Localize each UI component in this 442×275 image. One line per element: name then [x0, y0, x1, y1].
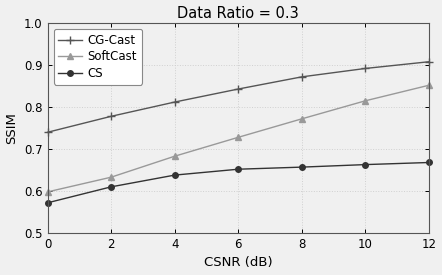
Line: CS: CS: [45, 160, 432, 206]
SoftCast: [108, 175, 114, 179]
X-axis label: CSNR (dB): CSNR (dB): [204, 257, 273, 269]
CG-Cast: [172, 100, 177, 104]
CG-Cast: [363, 67, 368, 70]
Line: SoftCast: SoftCast: [45, 82, 432, 195]
SoftCast: [426, 84, 431, 87]
CG-Cast: [299, 75, 305, 78]
CS: [172, 174, 177, 177]
Title: Data Ratio = 0.3: Data Ratio = 0.3: [177, 6, 299, 21]
CG-Cast: [236, 87, 241, 91]
SoftCast: [236, 136, 241, 139]
Y-axis label: SSIM: SSIM: [6, 112, 19, 144]
CS: [236, 167, 241, 171]
CS: [363, 163, 368, 166]
CS: [108, 185, 114, 188]
CS: [45, 201, 50, 204]
CS: [299, 166, 305, 169]
Line: CG-Cast: CG-Cast: [43, 57, 433, 136]
CG-Cast: [108, 115, 114, 118]
CG-Cast: [45, 131, 50, 134]
SoftCast: [172, 155, 177, 158]
CS: [426, 161, 431, 164]
SoftCast: [45, 190, 50, 194]
CG-Cast: [426, 60, 431, 63]
Legend: CG-Cast, SoftCast, CS: CG-Cast, SoftCast, CS: [53, 29, 142, 84]
SoftCast: [363, 99, 368, 102]
SoftCast: [299, 117, 305, 120]
